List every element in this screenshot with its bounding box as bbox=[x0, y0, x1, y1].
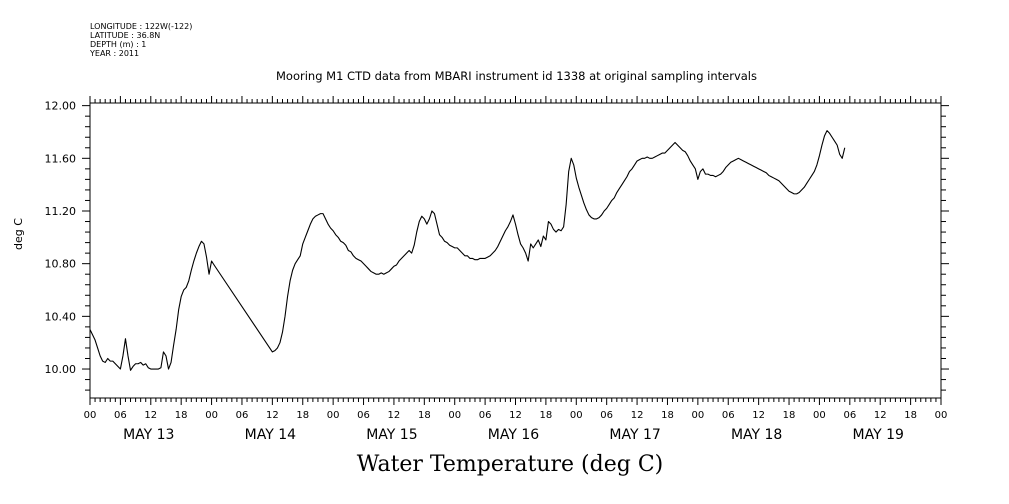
x-day-label: MAY 19 bbox=[853, 427, 904, 443]
x-day-label: MAY 16 bbox=[488, 427, 539, 443]
x-hour-tick-label: 12 bbox=[752, 410, 765, 421]
x-hour-tick-label: 18 bbox=[783, 410, 796, 421]
x-hour-tick-label: 12 bbox=[388, 410, 401, 421]
x-hour-tick-label: 18 bbox=[175, 410, 188, 421]
x-tick-labels: 00 06 12 18 00 06 12 18 00 06 12 18 00 06 12 18 00 06 12 18… bbox=[84, 410, 948, 443]
x-hour-tick-label: 18 bbox=[296, 410, 309, 421]
x-hour-tick-label: 12 bbox=[509, 410, 522, 421]
x-hour-tick-label: 06 bbox=[114, 410, 127, 421]
x-hour-tick-label: 00 bbox=[813, 410, 826, 421]
x-day-label: MAY 14 bbox=[245, 427, 296, 443]
x-hour-tick-label: 06 bbox=[236, 410, 249, 421]
chart-title: Mooring M1 CTD data from MBARI instrumen… bbox=[276, 69, 757, 83]
x-hour-tick-label: 06 bbox=[600, 410, 613, 421]
y-tick-label: 12.00 bbox=[45, 100, 77, 113]
x-hour-tick-label: 12 bbox=[631, 410, 644, 421]
series-line bbox=[89, 130, 846, 371]
x-day-label: MAY 13 bbox=[123, 427, 174, 443]
x-day-label: MAY 18 bbox=[731, 427, 782, 443]
x-hour-tick-label: 18 bbox=[540, 410, 553, 421]
y-tick-labels: 10.00 10.40 10.80 11.20 11.60 12.00 bbox=[45, 100, 77, 376]
series-group bbox=[89, 130, 846, 371]
x-hour-tick-label: 00 bbox=[570, 410, 583, 421]
plot-frame bbox=[89, 102, 942, 399]
x-hour-tick-label: 12 bbox=[266, 410, 279, 421]
x-hour-tick-label: 06 bbox=[357, 410, 370, 421]
x-day-label: MAY 17 bbox=[609, 427, 660, 443]
year-label: YEAR : 2011 bbox=[90, 49, 140, 58]
x-hour-tick-label: 18 bbox=[904, 410, 917, 421]
x-hour-tick-label: 06 bbox=[722, 410, 735, 421]
x-axis-label: Water Temperature (deg C) bbox=[356, 452, 664, 477]
x-hour-tick-label: 00 bbox=[448, 410, 461, 421]
axis-ticks bbox=[82, 96, 949, 405]
x-hour-tick-label: 06 bbox=[479, 410, 492, 421]
x-hour-tick-label: 00 bbox=[935, 410, 948, 421]
x-hour-tick-label: 00 bbox=[327, 410, 340, 421]
depth-label: DEPTH (m) : 1 bbox=[90, 40, 147, 49]
y-tick-label: 10.80 bbox=[45, 258, 77, 271]
x-hour-tick-label: 00 bbox=[691, 410, 704, 421]
x-hour-tick-label: 00 bbox=[205, 410, 218, 421]
x-hour-tick-label: 00 bbox=[84, 410, 97, 421]
longitude-label: LONGITUDE : 122W(-122) bbox=[90, 22, 193, 31]
y-tick-label: 10.40 bbox=[45, 310, 77, 323]
latitude-label: LATITUDE : 36.8N bbox=[90, 31, 161, 40]
x-hour-tick-label: 12 bbox=[144, 410, 157, 421]
x-hour-tick-label: 18 bbox=[661, 410, 674, 421]
y-tick-label: 10.00 bbox=[45, 363, 77, 376]
x-hour-tick-label: 12 bbox=[874, 410, 887, 421]
y-tick-label: 11.60 bbox=[45, 152, 77, 165]
x-day-label: MAY 15 bbox=[366, 427, 417, 443]
x-hour-tick-label: 18 bbox=[418, 410, 431, 421]
x-hour-tick-label: 06 bbox=[843, 410, 856, 421]
y-tick-label: 11.20 bbox=[45, 205, 77, 218]
